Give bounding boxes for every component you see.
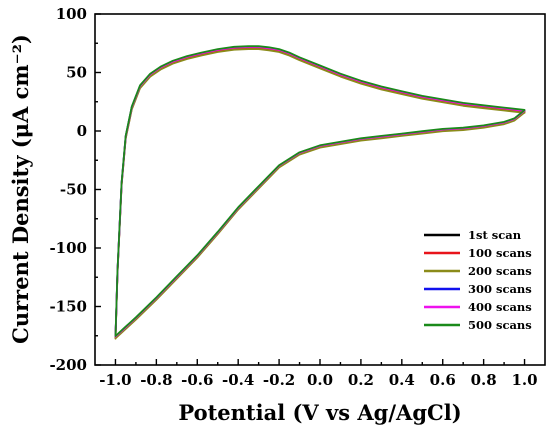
legend-label: 1st scan (468, 228, 522, 242)
x-tick-label: -0.4 (222, 371, 254, 389)
series-line-1st-scan (114, 46, 526, 338)
x-tick-label: -1.0 (99, 371, 131, 389)
legend-label: 100 scans (468, 246, 532, 260)
series-line-300-scans (114, 45, 526, 338)
legend-label: 400 scans (468, 300, 532, 314)
series-line-200-scans (114, 48, 526, 340)
x-axis-title: Potential (V vs Ag/AgCl) (178, 400, 461, 425)
legend-label: 300 scans (468, 282, 532, 296)
x-tick-label: 0.4 (389, 371, 415, 389)
y-tick-label: -200 (49, 356, 87, 374)
x-tick-label: 1.0 (511, 371, 537, 389)
y-tick-label: -100 (49, 239, 87, 257)
legend-label: 200 scans (468, 264, 532, 278)
x-tick-label: 0.0 (307, 371, 333, 389)
series-line-500-scans (114, 45, 526, 337)
y-tick-label: 0 (77, 122, 87, 140)
plot-lines (114, 45, 526, 340)
x-tick-label: -0.2 (263, 371, 295, 389)
series-line-400-scans (114, 46, 526, 338)
y-tick-label: -150 (49, 298, 87, 316)
legend-label: 500 scans (468, 318, 532, 332)
y-tick-label: 100 (56, 5, 87, 23)
x-tick-label: 0.6 (430, 371, 456, 389)
legend: 1st scan 100 scans 200 scans 300 scans 400 s… (424, 228, 532, 332)
x-tick-label: 0.8 (471, 371, 497, 389)
x-tick-label: -0.6 (181, 371, 213, 389)
y-axis-title: Current Density (μA cm⁻²) (8, 34, 33, 344)
y-tick-label: -50 (60, 181, 87, 199)
x-tick-label: 0.2 (348, 371, 374, 389)
y-axis: 100 50 0 -50 -100 -150 -200 (49, 5, 101, 374)
x-axis: -1.0 -0.8 -0.6 -0.4 -0.2 0.0 0.2 0.4 0.6 0.8 1.0 (99, 359, 538, 389)
series-line-100-scans (114, 47, 526, 339)
x-tick-label: -0.8 (140, 371, 172, 389)
y-tick-label: 50 (66, 64, 87, 82)
